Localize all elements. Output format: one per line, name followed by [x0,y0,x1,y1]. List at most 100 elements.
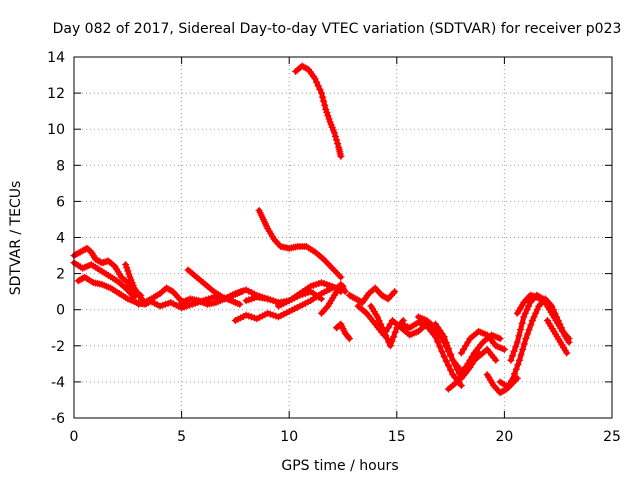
y-tick-label: -4 [51,375,65,391]
series-arc-13 [317,280,349,317]
data-point [507,356,515,364]
data-point [321,101,329,109]
data-point [337,273,345,281]
series-arc-22 [457,327,508,357]
series-arc-14 [333,320,353,343]
data-point [390,333,398,341]
data-point [325,115,333,123]
data-point [373,313,381,321]
data-point [466,356,474,364]
data-point [512,343,520,351]
series-layer [70,62,573,397]
data-point [518,319,526,327]
data-point [383,335,391,343]
data-point [357,298,365,306]
data-point [444,345,452,353]
data-point [447,350,455,358]
x-tick-label: 25 [603,429,621,445]
y-tick-label: 14 [47,50,65,66]
data-point [323,109,331,117]
data-point [331,132,339,140]
data-point [496,335,504,343]
y-tick-label: 6 [56,194,65,210]
data-point [236,300,244,308]
chart-title: Day 082 of 2017, Sidereal Day-to-day VTE… [53,21,622,37]
data-point [316,85,324,93]
y-tick-label: -2 [51,339,65,355]
data-point [341,288,349,296]
data-point [122,277,130,285]
data-point [388,337,396,345]
series-arc-12 [274,279,345,310]
data-point [530,313,538,321]
data-point [122,261,130,269]
data-point [538,296,546,304]
data-point [442,339,450,347]
data-point [382,331,390,339]
data-point [468,353,476,361]
data-point [464,338,472,346]
tick-layer: 0 5 10 15 20 25 -6 -4 -2 0 2 4 6 8 10 12 14 [47,50,621,445]
data-point [513,374,521,382]
data-point [386,320,394,328]
data-point [515,332,523,340]
data-point [514,361,522,369]
data-point [320,97,328,105]
data-point [513,338,521,346]
data-point [377,320,385,328]
y-tick-label: 12 [47,86,65,102]
data-point [539,297,547,305]
data-point [563,349,571,357]
data-point [521,309,529,317]
series-arc-11 [292,62,345,160]
data-point [525,302,533,310]
data-point [462,342,470,350]
y-tick-label: 8 [56,158,65,174]
data-point [524,330,532,338]
data-point [385,338,393,346]
data-point [330,129,338,137]
data-point [380,327,388,335]
data-point [517,326,525,334]
y-tick-label: -6 [51,411,65,427]
data-point [457,382,465,390]
data-point [434,338,442,346]
data-point [517,351,525,359]
series-arc-10 [255,206,345,281]
data-point [311,75,319,83]
data-point [565,335,573,343]
data-point [314,82,322,90]
data-point [457,371,465,379]
data-point [519,345,527,353]
data-point [391,288,399,296]
data-point [492,356,500,364]
series-arc-25 [496,374,521,391]
x-tick-label: 0 [70,429,79,445]
x-axis-label: GPS time / hours [281,458,398,474]
data-point [523,306,531,314]
data-point [317,89,325,97]
data-point [457,349,465,357]
data-point [324,112,332,120]
x-tick-label: 20 [495,429,513,445]
y-tick-label: 2 [56,267,65,283]
data-point [533,306,541,314]
data-point [378,324,386,332]
data-point [440,353,448,361]
data-point [375,317,383,325]
data-point [383,294,391,302]
data-point [436,343,444,351]
data-point [303,65,311,73]
data-point [522,335,530,343]
data-point [464,360,472,368]
data-point [515,356,523,364]
data-point [512,365,520,373]
data-point [337,152,345,160]
data-point [440,333,448,341]
data-point [109,261,117,269]
data-point [438,348,446,356]
data-point [447,366,455,374]
data-point [334,140,342,148]
series-arc-26 [513,291,547,317]
